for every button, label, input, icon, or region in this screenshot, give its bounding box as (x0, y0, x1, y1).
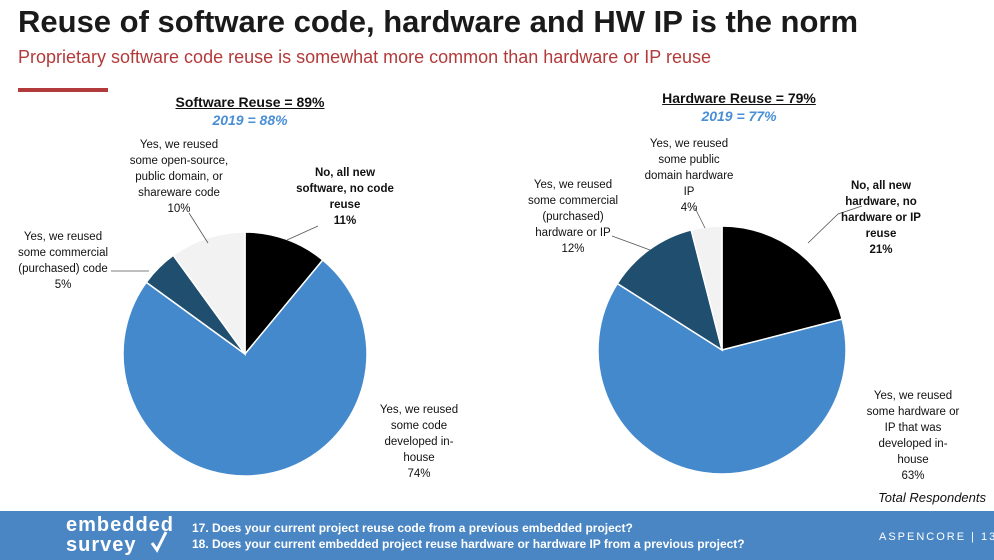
label-line: 5% (54, 279, 72, 291)
label-line: (purchased) (542, 211, 604, 223)
page-subtitle: Proprietary software code reuse is somew… (18, 47, 711, 67)
label-line: 74% (407, 468, 431, 480)
label-line: Yes, we reused (649, 138, 729, 150)
hardware-slice-label-public-domain: Yes, we reused some public domain hardwa… (632, 136, 746, 216)
label-line: 10% (167, 203, 191, 215)
software-chart-heading: Software Reuse = 89% 2019 = 88% (130, 94, 370, 128)
label-line: Yes, we reused (873, 390, 953, 402)
title-accent-rule (18, 88, 108, 92)
question-18: 18. Does your current embedded project r… (192, 537, 745, 551)
aspencore-brand: ASPENCORE | 13 (879, 531, 994, 543)
logo-line: embedded (66, 514, 175, 536)
software-chart-subtitle: 2019 = 88% (212, 112, 288, 128)
label-line: 11% (333, 215, 357, 227)
embedded-survey-logo: embedded survey (66, 515, 174, 555)
label-line: reuse (329, 199, 361, 211)
label-line: hardware or IP (841, 212, 921, 224)
label-line: some open-source, (129, 155, 229, 167)
label-line: some commercial (17, 247, 109, 259)
hardware-slice-third-party (690, 225, 723, 351)
logo-line: survey (66, 534, 137, 556)
hardware-slice-label-no-reuse: No, all new hardware, no hardware or IP … (826, 178, 936, 258)
software-slice-label-in-house: Yes, we reused some code developed in- h… (364, 402, 474, 482)
label-line: developed in- (384, 436, 454, 448)
label-line: 63% (901, 470, 925, 482)
label-line: No, all new (314, 167, 376, 179)
label-line: hardware, no (845, 196, 917, 208)
label-line: Yes, we reused (533, 179, 613, 191)
hardware-slice-no-reuse (721, 225, 844, 351)
hardware-slice-label-commercial: Yes, we reused some commercial (purchase… (516, 177, 630, 257)
label-line: 4% (680, 202, 698, 214)
software-slice-label-commercial: Yes, we reused some commercial (purchase… (4, 229, 122, 293)
label-line: Yes, we reused (139, 139, 219, 151)
software-slice-in-house (122, 258, 368, 477)
label-line: hardware or IP (535, 227, 611, 239)
label-line: house (403, 452, 435, 464)
footer-bar: embedded survey 17. Does your current pr… (0, 511, 994, 560)
label-line: house (897, 454, 929, 466)
label-line: some code (390, 420, 448, 432)
total-respondents-note: Total Respondents (878, 490, 986, 505)
label-line: No, all new (850, 180, 912, 192)
label-line: 21% (869, 244, 893, 256)
hardware-chart-heading: Hardware Reuse = 79% 2019 = 77% (619, 90, 859, 124)
hardware-chart-subtitle: 2019 = 77% (701, 108, 777, 124)
software-pie (122, 231, 368, 477)
hardware-pie (597, 225, 847, 475)
question-17: 17. Does your current project reuse code… (192, 521, 633, 535)
label-line: developed in- (878, 438, 948, 450)
hardware-slice-label-in-house: Yes, we reused some hardware or IP that … (856, 388, 970, 484)
page-title: Reuse of software code, hardware and HW … (18, 4, 859, 39)
software-slice-third-party (172, 231, 246, 357)
label-line: Yes, we reused (379, 404, 459, 416)
label-line: software, no code (296, 183, 394, 195)
software-chart-title: Software Reuse = 89% (175, 94, 325, 110)
label-line: some hardware or (866, 406, 960, 418)
software-slice-no-reuse (244, 231, 324, 357)
label-line: reuse (865, 228, 897, 240)
software-slice-label-open-source: Yes, we reused some open-source, public … (120, 137, 238, 217)
label-line: IP that was (884, 422, 942, 434)
label-line: shareware code (138, 187, 220, 199)
leader-line (694, 207, 706, 229)
leader-line (286, 225, 319, 241)
label-line: some commercial (527, 195, 619, 207)
label-line: some public (658, 154, 720, 166)
label-line: 12% (561, 243, 585, 255)
label-line: (purchased) code (18, 263, 108, 275)
checkmark-icon (150, 531, 168, 553)
leader-line (611, 235, 651, 251)
software-slice-label-no-reuse: No, all new software, no code reuse 11% (290, 165, 400, 229)
hardware-slice-in-house (597, 282, 847, 475)
label-line: IP (683, 186, 695, 198)
label-line: Yes, we reused (23, 231, 103, 243)
leader-line (188, 212, 209, 244)
label-line: domain hardware (644, 170, 734, 182)
label-line: public domain, or (135, 171, 223, 183)
hardware-chart-title: Hardware Reuse = 79% (662, 90, 816, 106)
survey-questions: 17. Does your current project reuse code… (192, 520, 745, 552)
leader-line (807, 205, 863, 244)
